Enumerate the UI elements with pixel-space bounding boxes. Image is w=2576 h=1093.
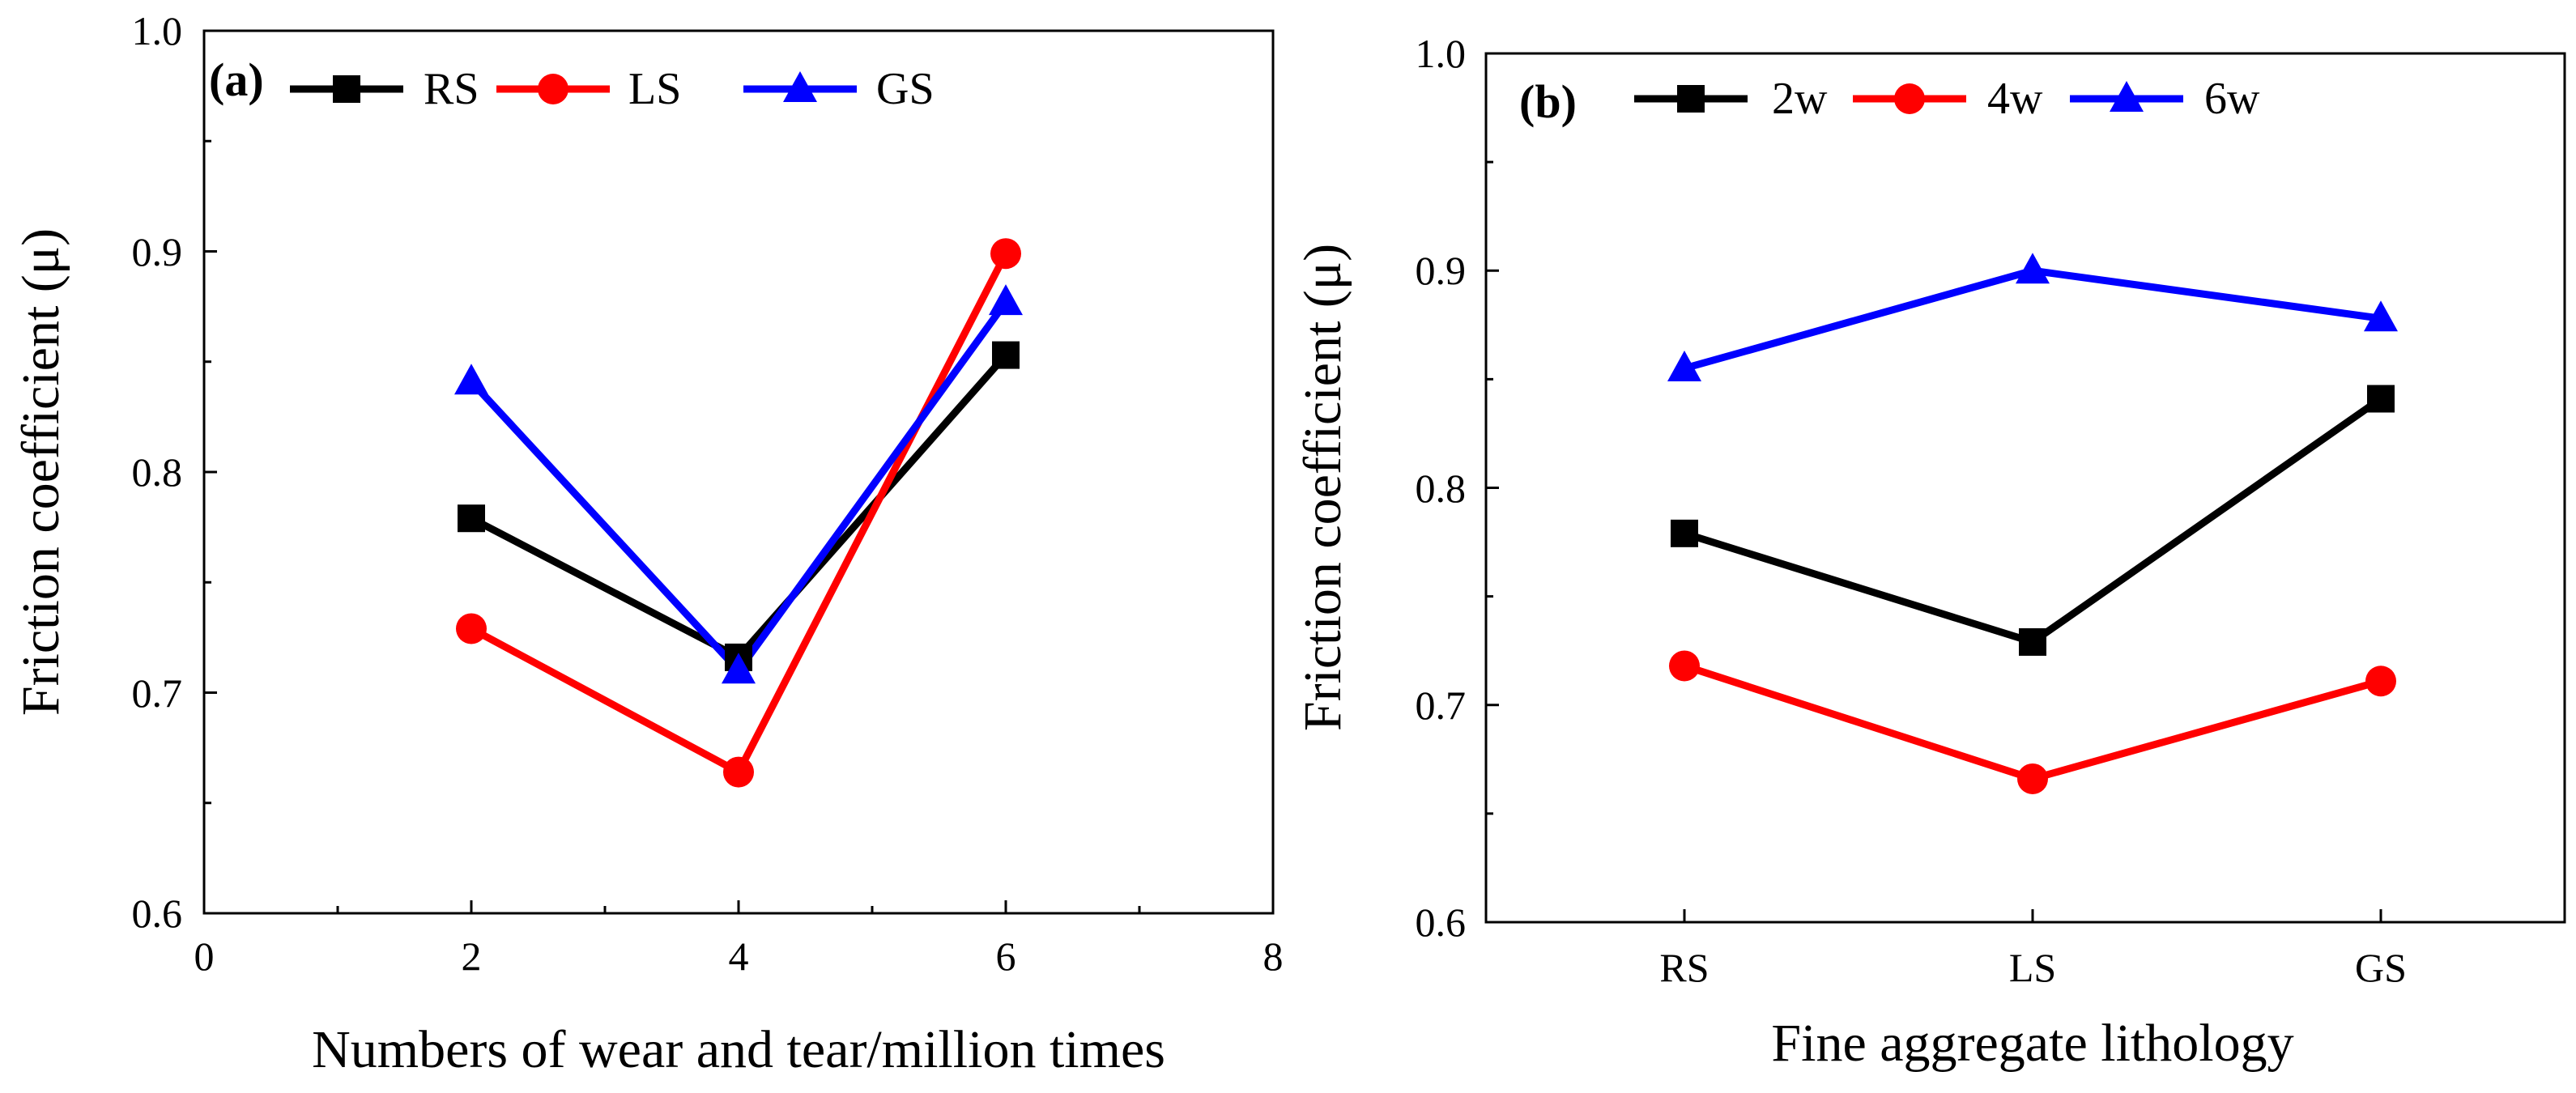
panel-b-y-tick-label: 0.9: [1416, 248, 1467, 293]
panel-b-point-4w: [1669, 650, 1700, 682]
panel-b-y-tick-label: 0.8: [1416, 466, 1467, 511]
panel-b-legend-swatch-6w: [2070, 81, 2183, 112]
panel-a-legend: RS LS GS: [290, 64, 935, 114]
panel-a-point-gs: [454, 364, 488, 395]
panel-b-point-2w: [2019, 627, 2046, 656]
panel-a-legend-label-ls: LS: [628, 64, 681, 114]
panel-b-y-tick-label: 1.0: [1416, 31, 1467, 76]
panel-a-y-tick-label: 0.8: [132, 449, 183, 495]
panel-a: 0 2 4 6 8 0.6 0.7 0.8 0.9 1.0 Numbers of…: [11, 8, 1284, 1079]
panel-b-point-6w: [2016, 253, 2050, 284]
panel-a-legend-swatch-ls: [496, 74, 610, 104]
panel-b-series: [1667, 253, 2398, 794]
panel-a-x-tick-label: 0: [194, 934, 215, 979]
panel-b-legend-label-4w: 4w: [1987, 74, 2043, 124]
panel-b-legend-swatch-4w: [1853, 83, 1966, 114]
panel-a-series-line-rs: [469, 352, 1009, 661]
panel-b-legend-marker-2w: [1677, 85, 1705, 113]
panel-b-y-tick-label: 0.6: [1416, 899, 1467, 945]
panel-a-point-ls: [456, 613, 487, 644]
panel-b-y-ticks: [1486, 52, 1499, 924]
panel-a-series-line-ls: [469, 252, 1010, 776]
panel-a-point-rs: [458, 504, 485, 533]
panel-b-point-2w: [1671, 519, 1698, 547]
panel-b-series-line-2w: [1683, 395, 2383, 646]
panel-b-x-ticks: [1683, 909, 2382, 922]
panel-b: RS LS GS 0.6 0.7 0.8 0.9 1.0 Fine aggreg…: [1293, 31, 2566, 1073]
panel-a-point-ls: [990, 238, 1021, 270]
panel-b-legend-marker-4w: [1894, 83, 1925, 114]
panel-b-x-tick-label: GS: [2355, 945, 2407, 990]
panel-b-legend-label-2w: 2w: [1772, 74, 1828, 124]
panel-a-legend-swatch-gs: [743, 71, 857, 102]
panel-a-point-ls: [723, 756, 754, 788]
panel-a-x-axis-title: Numbers of wear and tear/million times: [312, 1020, 1165, 1079]
panel-b-series-line-6w: [1683, 266, 2382, 372]
panel-b-point-6w: [2364, 300, 2398, 332]
panel-b-y-tick-label: 0.7: [1416, 683, 1467, 728]
panel-b-point-4w: [2365, 666, 2396, 697]
panel-a-legend-label-rs: RS: [424, 64, 479, 114]
panel-a-y-axis-title: Friction coefficient (μ): [11, 228, 70, 716]
panel-a-x-tick-label: 2: [462, 934, 482, 979]
panel-b-x-tick-label: RS: [1659, 945, 1709, 990]
panel-a-series-line-gs: [468, 300, 1009, 674]
panel-b-legend-swatch-2w: [1634, 85, 1748, 113]
panel-b-point-2w: [2367, 385, 2395, 413]
panel-a-y-tick-label: 0.7: [132, 670, 183, 716]
panel-b-legend: 2w 4w 6w: [1634, 74, 2260, 124]
panel-b-x-axis-title: Fine aggregate lithology: [1771, 1014, 2293, 1073]
panel-b-x-tick-label: LS: [2009, 945, 2056, 990]
panel-a-point-gs: [722, 653, 756, 684]
panel-a-y-tick-label: 0.6: [132, 891, 183, 936]
panel-b-point-4w: [2017, 763, 2048, 794]
panel-b-point-6w: [1667, 350, 1701, 381]
panel-a-x-tick-label: 6: [996, 934, 1016, 979]
panel-a-point-rs: [992, 341, 1020, 369]
panel-a-series: [454, 238, 1023, 788]
panel-a-x-tick-label: 8: [1263, 934, 1284, 979]
panel-b-series-line-4w: [1683, 662, 2382, 783]
panel-b-legend-label-6w: 6w: [2204, 74, 2260, 124]
panel-a-legend-marker-rs: [333, 75, 360, 103]
panel-a-label: (a): [209, 53, 264, 106]
panel-a-legend-marker-ls: [538, 74, 568, 104]
panel-a-legend-swatch-rs: [290, 75, 403, 103]
panel-a-point-gs: [989, 284, 1023, 316]
panel-a-y-tick-label: 0.9: [132, 229, 183, 274]
panel-b-legend-marker-6w: [2110, 81, 2144, 112]
panel-a-x-tick-label: 4: [729, 934, 749, 979]
panel-a-legend-marker-gs: [783, 71, 817, 102]
panel-a-y-ticks: [204, 29, 217, 915]
panel-b-label: (b): [1519, 75, 1577, 128]
panel-a-legend-label-gs: GS: [876, 64, 935, 114]
panel-a-y-tick-label: 1.0: [132, 8, 183, 53]
panel-b-y-axis-title: Friction coefficient (μ): [1293, 244, 1352, 731]
panel-a-x-ticks: [202, 900, 1275, 913]
